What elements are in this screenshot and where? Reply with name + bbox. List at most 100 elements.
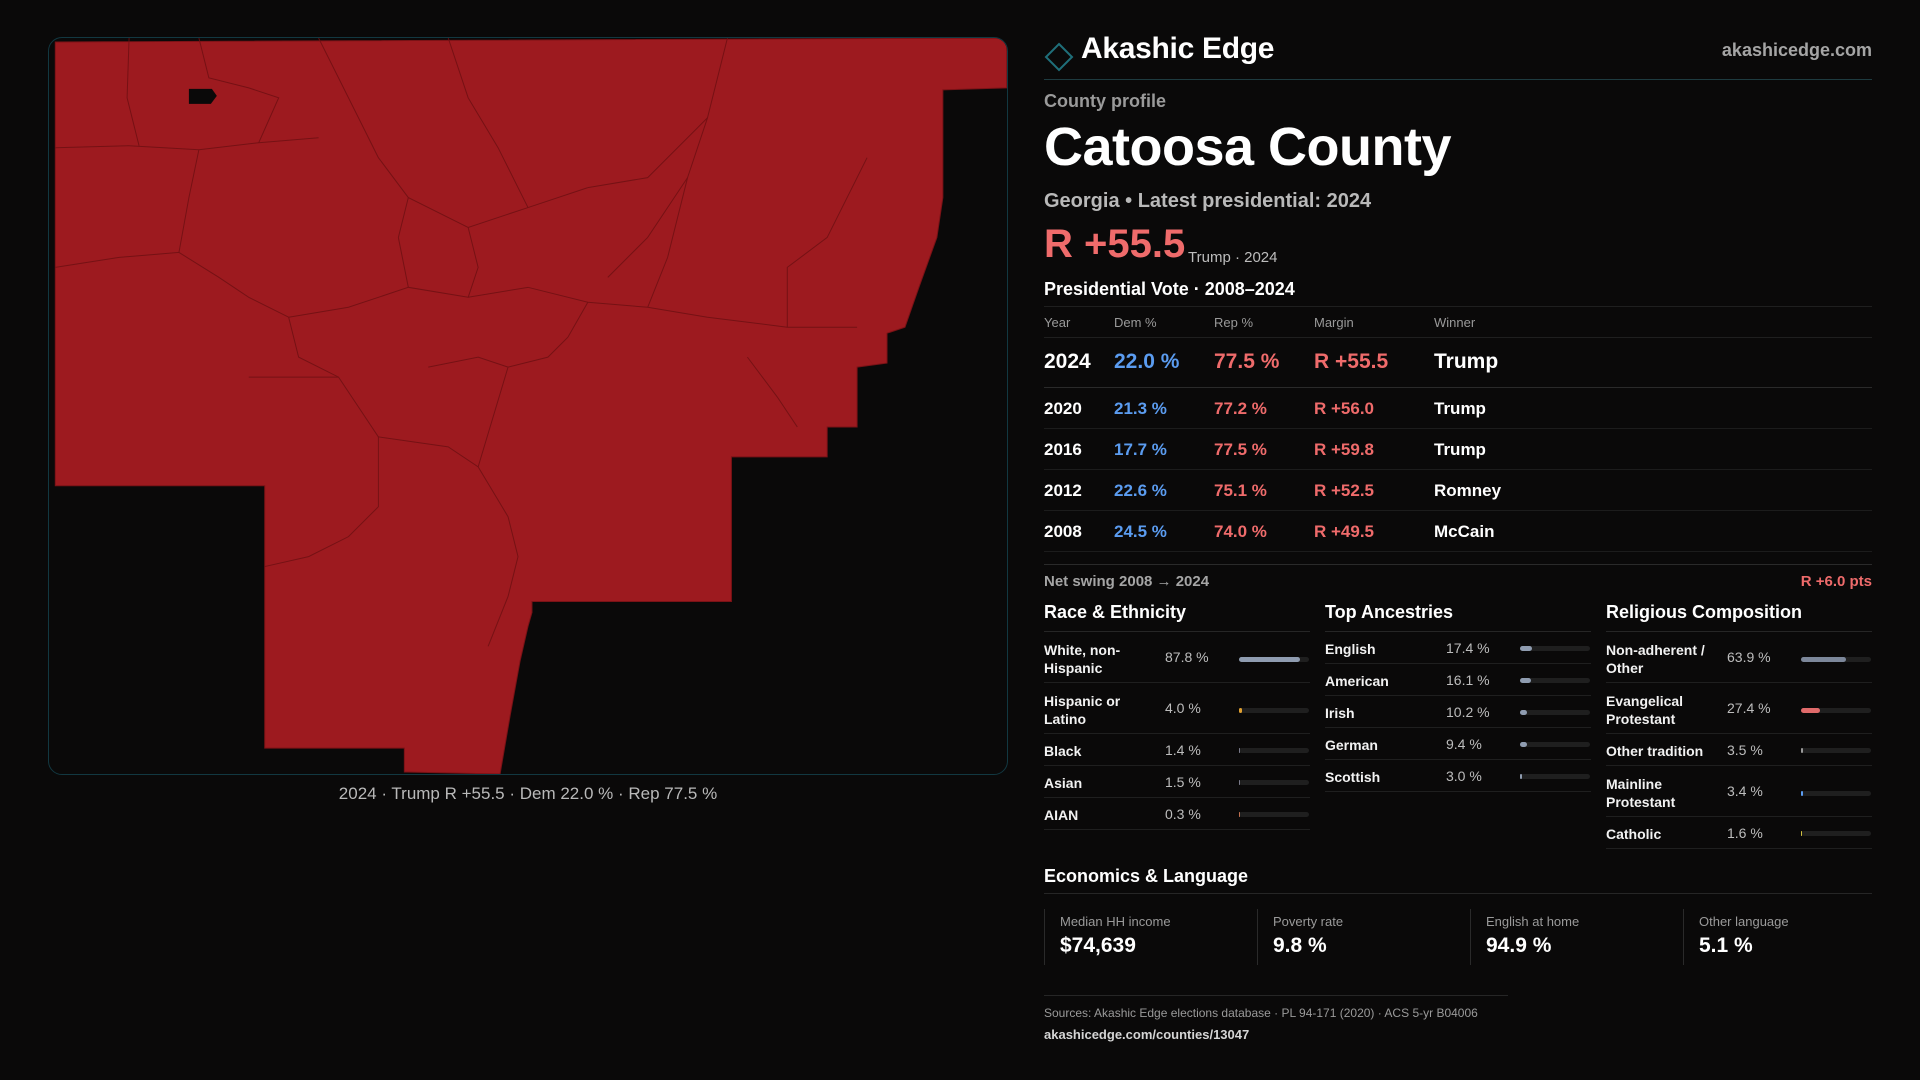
stat-value: 3.0 % <box>1446 768 1482 784</box>
econ-stat-label: Other language <box>1699 914 1789 929</box>
stat-bar <box>1239 748 1309 753</box>
econ-stat-value: 9.8 % <box>1273 934 1327 957</box>
stat-bar-fill <box>1239 748 1241 753</box>
list-item: Hispanic or Latino 4.0 % <box>1044 683 1310 734</box>
list-item: German 9.4 % <box>1325 728 1591 760</box>
county-map-svg <box>54 38 1007 774</box>
econ-stat-value: 94.9 % <box>1486 934 1552 957</box>
stat-label: AIAN <box>1044 807 1079 823</box>
list-item: Mainline Protestant 3.4 % <box>1606 766 1872 817</box>
religion-section: Religious Composition Non-adherent / Oth… <box>1606 598 1872 849</box>
county-shape <box>54 38 1007 774</box>
stat-value: 16.1 % <box>1446 672 1490 688</box>
headline-margin-note: Trump · 2024 <box>1188 249 1278 266</box>
margin-cell: R +59.8 <box>1314 440 1375 459</box>
list-item: AIAN 0.3 % <box>1044 798 1310 830</box>
col-header-rep: Rep % <box>1214 315 1254 330</box>
winner-cell: McCain <box>1434 522 1495 541</box>
stat-bar-fill <box>1239 780 1241 785</box>
col-header-margin: Margin <box>1314 315 1354 330</box>
sources-text: Sources: Akashic Edge elections database… <box>1044 1006 1478 1020</box>
stat-bar <box>1239 780 1309 785</box>
stat-value: 3.4 % <box>1727 783 1763 799</box>
table-row: 2008 24.5 % 74.0 % R +49.5 McCain <box>1044 511 1872 552</box>
stat-label: White, non-Hispanic <box>1044 642 1121 676</box>
stat-label: Asian <box>1044 775 1083 791</box>
econ-stat-value: 5.1 % <box>1699 934 1753 957</box>
stat-value: 0.3 % <box>1165 806 1201 822</box>
stat-label: American <box>1325 673 1389 689</box>
stat-value: 87.8 % <box>1165 649 1209 665</box>
brand-header: Akashic Edge akashicedge.com <box>1044 30 1872 80</box>
list-item: Irish 10.2 % <box>1325 696 1591 728</box>
stat-label: Black <box>1044 743 1082 759</box>
stat-bar-fill <box>1239 708 1242 713</box>
dem-cell: 21.3 % <box>1114 399 1167 418</box>
stat-value: 27.4 % <box>1727 700 1771 716</box>
stat-bar <box>1520 742 1590 747</box>
vote-table: Year Dem % Rep % Margin Winner 2024 22.0… <box>1044 306 1872 552</box>
list-item: Evangelical Protestant 27.4 % <box>1606 683 1872 734</box>
diamond-logo-icon <box>1044 42 1074 72</box>
year-cell: 2008 <box>1044 522 1082 541</box>
stat-bar <box>1801 708 1871 713</box>
winner-cell: Trump <box>1434 440 1486 459</box>
sources-footer: Sources: Akashic Edge elections database… <box>1044 995 1508 1042</box>
stat-value: 1.4 % <box>1165 742 1201 758</box>
col-header-year: Year <box>1044 315 1071 330</box>
county-map[interactable] <box>48 37 1008 775</box>
race-section-title: Race & Ethnicity <box>1044 598 1310 632</box>
stat-label: Other tradition <box>1606 743 1704 759</box>
stat-bar-fill <box>1520 742 1527 747</box>
list-item: Asian 1.5 % <box>1044 766 1310 798</box>
stat-value: 1.6 % <box>1727 825 1763 841</box>
stat-value: 17.4 % <box>1446 640 1490 656</box>
table-row: 2020 21.3 % 77.2 % R +56.0 Trump <box>1044 388 1872 429</box>
margin-cell: R +56.0 <box>1314 399 1375 418</box>
net-swing-label: Net swing 2008 → 2024 <box>1044 573 1210 590</box>
brand-url-link[interactable]: akashicedge.com <box>1721 40 1872 60</box>
list-item: Non-adherent / Other 63.9 % <box>1606 632 1872 683</box>
stat-value: 10.2 % <box>1446 704 1490 720</box>
list-item: Black 1.4 % <box>1044 734 1310 766</box>
stat-bar-fill <box>1801 657 1846 662</box>
rep-cell: 77.5 % <box>1214 350 1280 373</box>
county-url-link[interactable]: akashicedge.com/counties/13047 <box>1044 1027 1250 1042</box>
econ-stat-label: English at home <box>1486 914 1580 929</box>
vote-section-title: Presidential Vote · 2008–2024 <box>1044 279 1295 299</box>
religion-section-title: Religious Composition <box>1606 598 1872 632</box>
stat-label: Evangelical Protestant <box>1606 693 1684 727</box>
econ-stat-value: $74,639 <box>1060 934 1136 957</box>
list-item: English 17.4 % <box>1325 632 1591 664</box>
rep-cell: 77.5 % <box>1214 440 1267 459</box>
stat-bar <box>1801 748 1871 753</box>
stat-bar <box>1520 710 1590 715</box>
list-item: Catholic 1.6 % <box>1606 817 1872 849</box>
list-item: White, non-Hispanic 87.8 % <box>1044 632 1310 683</box>
stat-label: German <box>1325 737 1378 753</box>
stat-value: 9.4 % <box>1446 736 1482 752</box>
stat-bar <box>1801 657 1871 662</box>
econ-stat-label: Median HH income <box>1060 914 1171 929</box>
page-title: Catoosa County <box>1044 117 1452 177</box>
stat-bar <box>1239 812 1309 817</box>
econ-stat-label: Poverty rate <box>1273 914 1344 929</box>
table-row: 2024 22.0 % 77.5 % R +55.5 Trump <box>1044 338 1872 388</box>
ancestries-section: Top Ancestries English 17.4 % American 1… <box>1325 598 1591 792</box>
stat-value: 4.0 % <box>1165 700 1201 716</box>
vote-table-header: Year Dem % Rep % Margin Winner <box>1044 306 1872 338</box>
margin-cell: R +49.5 <box>1314 522 1375 541</box>
map-caption: 2024 · Trump R +55.5 · Dem 22.0 % · Rep … <box>338 784 718 803</box>
margin-cell: R +55.5 <box>1314 350 1389 373</box>
list-item: Scottish 3.0 % <box>1325 760 1591 792</box>
stat-bar <box>1239 657 1309 662</box>
headline-margin: R +55.5 <box>1044 222 1186 266</box>
race-ethnicity-section: Race & Ethnicity White, non-Hispanic 87.… <box>1044 598 1310 830</box>
list-item: Other tradition 3.5 % <box>1606 734 1872 766</box>
dem-cell: 17.7 % <box>1114 440 1167 459</box>
precinct-lines <box>55 38 868 647</box>
econ-stat-poverty: Poverty rate 9.8 % <box>1257 909 1470 965</box>
brand-name: Akashic Edge <box>1081 32 1275 65</box>
stat-label: Catholic <box>1606 826 1662 842</box>
dem-cell: 22.0 % <box>1114 350 1180 373</box>
